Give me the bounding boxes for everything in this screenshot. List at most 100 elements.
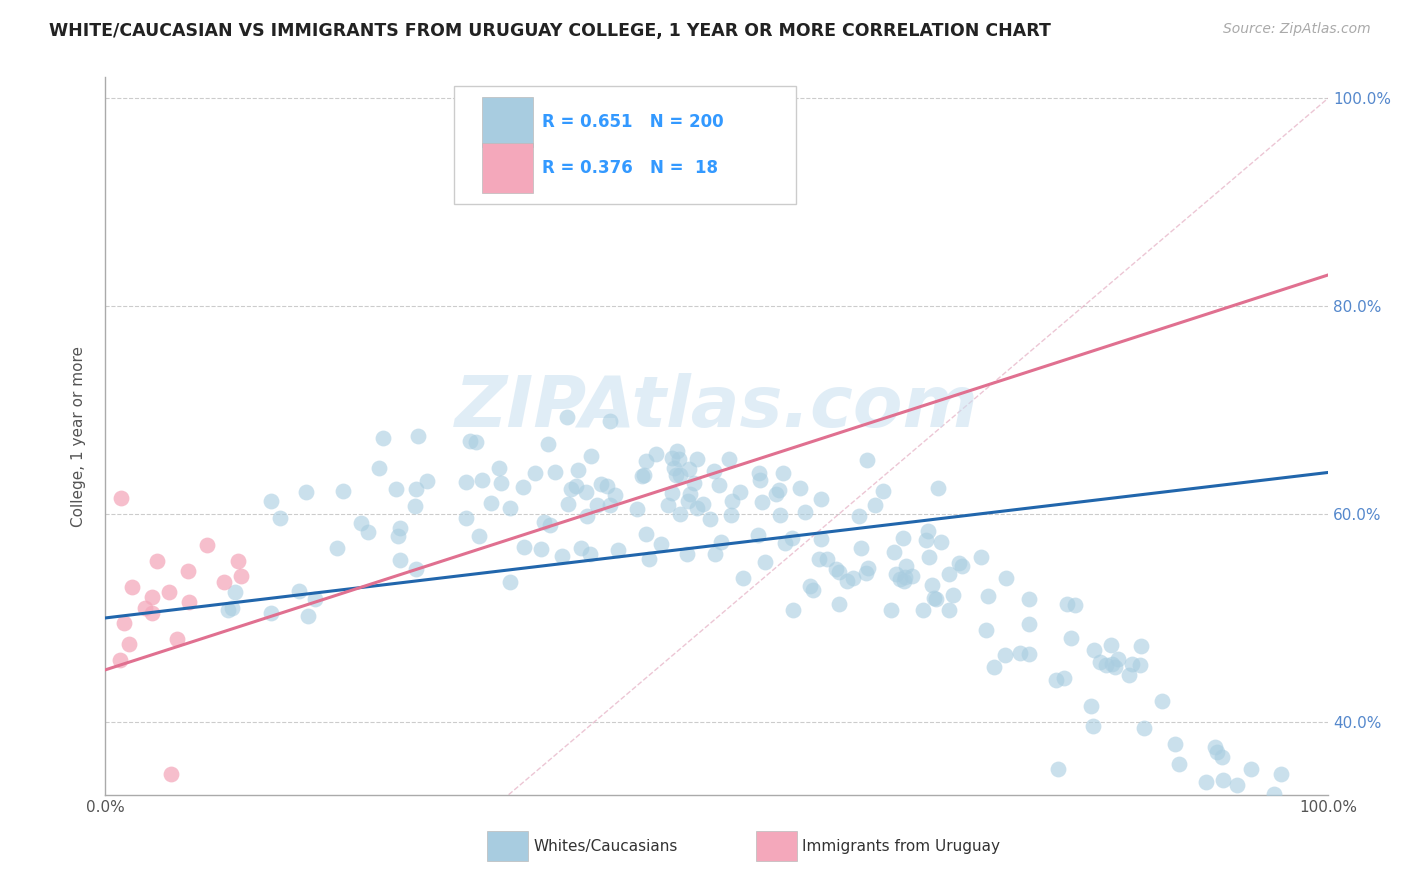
Point bbox=[565, 479, 588, 493]
Point bbox=[938, 603, 960, 617]
Point bbox=[754, 555, 776, 569]
Point bbox=[537, 437, 560, 451]
Point bbox=[585, 498, 607, 512]
Point bbox=[765, 487, 787, 501]
Point bbox=[747, 528, 769, 542]
Point bbox=[304, 591, 326, 606]
Point bbox=[665, 467, 688, 482]
Point bbox=[108, 652, 131, 666]
Point bbox=[479, 496, 502, 510]
Point bbox=[1118, 668, 1140, 682]
Point bbox=[1056, 598, 1078, 612]
Point bbox=[221, 601, 243, 615]
Point bbox=[567, 463, 589, 477]
Point bbox=[780, 531, 803, 545]
Point bbox=[1270, 767, 1292, 781]
Point bbox=[720, 494, 742, 508]
Point bbox=[682, 476, 704, 491]
Point bbox=[287, 584, 309, 599]
Point bbox=[669, 467, 692, 482]
Point bbox=[665, 443, 688, 458]
Point bbox=[927, 481, 949, 495]
Point bbox=[633, 468, 655, 483]
Point bbox=[856, 561, 879, 575]
Text: Immigrants from Uruguay: Immigrants from Uruguay bbox=[803, 838, 1000, 854]
Point bbox=[970, 549, 993, 564]
Point bbox=[112, 616, 135, 631]
Point bbox=[471, 473, 494, 487]
Point bbox=[630, 469, 652, 483]
Point bbox=[912, 603, 935, 617]
Point bbox=[326, 541, 349, 555]
Point bbox=[110, 491, 132, 506]
Point bbox=[849, 541, 872, 555]
Point bbox=[560, 482, 582, 496]
Point bbox=[1294, 836, 1316, 850]
FancyBboxPatch shape bbox=[486, 831, 529, 862]
Point bbox=[1195, 775, 1218, 789]
Point bbox=[217, 603, 239, 617]
Point bbox=[489, 475, 512, 490]
Point bbox=[626, 501, 648, 516]
Point bbox=[1018, 647, 1040, 661]
Point bbox=[883, 545, 905, 559]
Point bbox=[1047, 762, 1070, 776]
Point bbox=[768, 483, 790, 498]
Point bbox=[176, 564, 198, 578]
Point bbox=[1150, 694, 1173, 708]
Point bbox=[661, 451, 683, 466]
Point bbox=[141, 606, 163, 620]
Point bbox=[512, 480, 534, 494]
Point bbox=[889, 572, 911, 586]
Point bbox=[332, 484, 354, 499]
Point bbox=[460, 434, 482, 449]
Point bbox=[1099, 638, 1122, 652]
Point bbox=[634, 527, 657, 541]
Point bbox=[579, 450, 602, 464]
Point bbox=[793, 505, 815, 519]
Point bbox=[513, 540, 536, 554]
Point bbox=[994, 571, 1017, 585]
Point bbox=[679, 487, 702, 501]
Point bbox=[1129, 640, 1152, 654]
Point bbox=[404, 499, 426, 513]
Point bbox=[1212, 773, 1234, 788]
Point bbox=[893, 574, 915, 589]
Point bbox=[533, 516, 555, 530]
FancyBboxPatch shape bbox=[755, 831, 797, 862]
Point bbox=[118, 637, 141, 651]
Point bbox=[387, 529, 409, 543]
Point bbox=[599, 498, 621, 512]
Point bbox=[1204, 739, 1226, 754]
Point bbox=[828, 565, 851, 579]
Point bbox=[575, 485, 598, 500]
Point bbox=[1018, 591, 1040, 606]
Point bbox=[530, 541, 553, 556]
Point bbox=[607, 542, 630, 557]
Point bbox=[938, 566, 960, 581]
Point bbox=[769, 508, 792, 522]
Point bbox=[1263, 863, 1285, 878]
Point bbox=[710, 534, 733, 549]
Point bbox=[678, 494, 700, 508]
Point bbox=[1008, 646, 1031, 660]
Point bbox=[405, 562, 427, 576]
Point bbox=[650, 537, 672, 551]
Point bbox=[1088, 656, 1111, 670]
Point bbox=[595, 479, 617, 493]
Point bbox=[717, 451, 740, 466]
Point bbox=[224, 584, 246, 599]
Point bbox=[676, 547, 699, 561]
Point bbox=[917, 524, 939, 538]
Point bbox=[159, 767, 181, 781]
Text: R = 0.376   N =  18: R = 0.376 N = 18 bbox=[541, 159, 717, 178]
Point bbox=[1226, 778, 1249, 792]
Point bbox=[915, 533, 938, 547]
Point bbox=[1132, 721, 1154, 735]
Text: Source: ZipAtlas.com: Source: ZipAtlas.com bbox=[1223, 22, 1371, 37]
Point bbox=[686, 500, 709, 515]
Text: WHITE/CAUCASIAN VS IMMIGRANTS FROM URUGUAY COLLEGE, 1 YEAR OR MORE CORRELATION C: WHITE/CAUCASIAN VS IMMIGRANTS FROM URUGU… bbox=[49, 22, 1052, 40]
Point bbox=[259, 494, 281, 508]
Point bbox=[1083, 643, 1105, 657]
Point bbox=[1121, 657, 1143, 671]
